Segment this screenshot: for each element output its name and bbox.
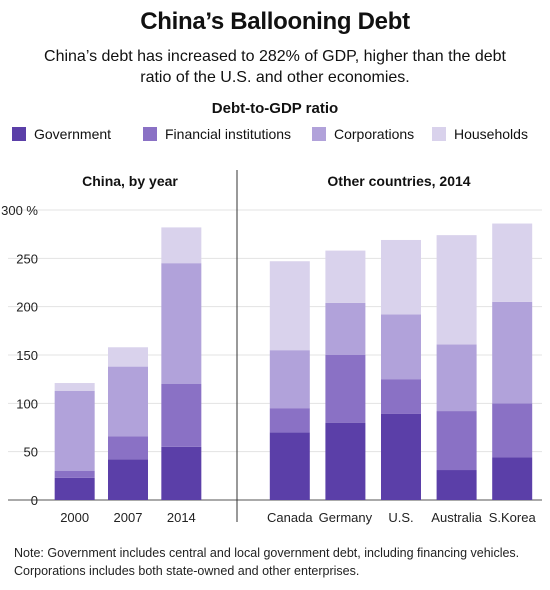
other-bar-germany-households bbox=[325, 250, 366, 303]
other-bar-u-s-government bbox=[381, 413, 421, 500]
china-bar-2000-corporations bbox=[54, 390, 95, 471]
panel-title-other-countries: Other countries, 2014 bbox=[327, 173, 470, 189]
legend-swatch-government bbox=[12, 127, 26, 141]
china-bar-2014-government bbox=[161, 446, 202, 500]
other-bar-germany-corporations bbox=[325, 302, 366, 355]
y-tick-label-200: 200 bbox=[16, 300, 38, 315]
other-x-tick-label-s-korea: S.Korea bbox=[489, 510, 537, 525]
other-bar-canada-corporations bbox=[269, 350, 310, 409]
y-tick-label-300: 300 % bbox=[1, 203, 38, 218]
china-x-tick-label-2007: 2007 bbox=[114, 510, 143, 525]
other-bar-s-korea-households bbox=[492, 223, 533, 302]
legend-swatch-households bbox=[432, 127, 446, 141]
y-tick-label-150: 150 bbox=[16, 348, 38, 363]
china-bar-2000-financial-institutions bbox=[54, 471, 95, 478]
other-bar-australia-financial-institutions bbox=[436, 411, 477, 471]
china-x-tick-label-2000: 2000 bbox=[60, 510, 89, 525]
china-bar-2000-households bbox=[54, 383, 95, 391]
legend-swatch-corporations bbox=[312, 127, 326, 141]
legend-label-government: Government bbox=[34, 126, 112, 142]
other-bar-u-s-financial-institutions bbox=[381, 379, 421, 414]
legend: Government Financial institutions Corpor… bbox=[12, 126, 542, 144]
y-tick-label-50: 50 bbox=[24, 445, 38, 460]
legend-swatch-financial-institutions bbox=[143, 127, 157, 141]
other-bar-u-s-corporations bbox=[381, 314, 421, 380]
china-bar-2000-government bbox=[54, 477, 95, 500]
other-bar-canada-households bbox=[269, 261, 310, 351]
panel-title-china: China, by year bbox=[82, 173, 178, 189]
other-bar-germany-financial-institutions bbox=[325, 355, 366, 423]
other-x-tick-label-u-s: U.S. bbox=[388, 510, 413, 525]
legend-label-households: Households bbox=[454, 126, 528, 142]
chart-title: China’s Ballooning Debt bbox=[140, 8, 410, 35]
y-tick-label-0: 0 bbox=[31, 493, 38, 508]
other-bar-s-korea-financial-institutions bbox=[492, 403, 533, 458]
other-x-tick-label-germany: Germany bbox=[319, 510, 373, 525]
other-bar-canada-government bbox=[269, 432, 310, 500]
china-bar-2014-households bbox=[161, 227, 202, 264]
other-bar-canada-financial-institutions bbox=[269, 408, 310, 433]
other-bar-australia-government bbox=[436, 470, 477, 500]
other-x-tick-label-canada: Canada bbox=[267, 510, 313, 525]
legend-item-financial-institutions: Financial institutions bbox=[143, 126, 291, 142]
other-bar-u-s-households bbox=[381, 239, 421, 315]
y-tick-label-250: 250 bbox=[16, 251, 38, 266]
other-bar-s-korea-government bbox=[492, 457, 533, 500]
legend-label-corporations: Corporations bbox=[334, 126, 415, 142]
debt-to-gdp-chart: 0 50 100 150 200 250 300 % China, by year Other … bbox=[1, 170, 542, 525]
china-bar-2007-government bbox=[108, 459, 148, 500]
other-x-tick-label-australia: Australia bbox=[431, 510, 482, 525]
legend-item-government: Government bbox=[12, 126, 111, 142]
other-bar-australia-households bbox=[436, 235, 477, 345]
legend-item-households: Households bbox=[432, 126, 528, 142]
legend-label-financial-institutions: Financial institutions bbox=[165, 126, 292, 142]
china-bar-2007-households bbox=[108, 347, 148, 367]
other-bar-australia-corporations bbox=[436, 344, 477, 412]
chart-note: Note: Government includes central and lo… bbox=[14, 546, 520, 578]
legend-item-corporations: Corporations bbox=[312, 126, 414, 142]
other-bar-germany-government bbox=[325, 422, 366, 500]
china-x-tick-label-2014: 2014 bbox=[167, 510, 196, 525]
chart-subtitle: China’s debt has increased to 282% of GD… bbox=[44, 48, 506, 86]
china-bar-2014-corporations bbox=[161, 263, 202, 384]
y-tick-label-100: 100 bbox=[16, 396, 38, 411]
other-bar-s-korea-corporations bbox=[492, 301, 533, 404]
china-bar-2007-financial-institutions bbox=[108, 436, 148, 460]
chart-measure-label: Debt-to-GDP ratio bbox=[211, 100, 339, 117]
china-bar-2007-corporations bbox=[108, 366, 148, 437]
china-bar-2014-financial-institutions bbox=[161, 384, 202, 447]
